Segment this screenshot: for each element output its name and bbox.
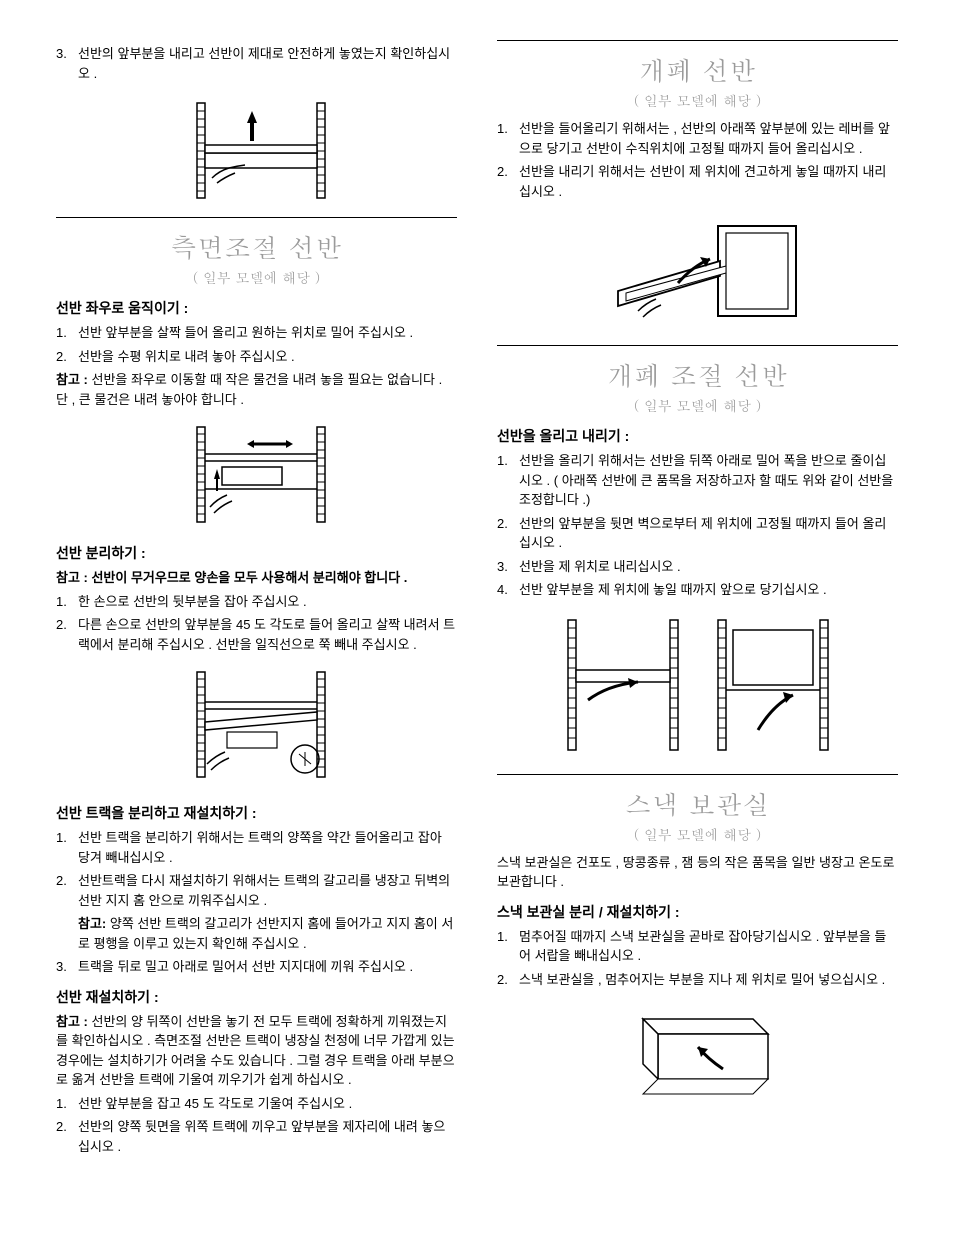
section-title: 측면조절 선반 [56, 228, 457, 267]
list-item: 선반의 양쪽 뒷면을 위쪽 트랙에 끼우고 앞부분을 제자리에 내려 놓으십시오… [56, 1117, 457, 1156]
list-item: 선반을 내리기 위해서는 선반이 제 위치에 견고하게 놓일 때까지 내리십시오… [497, 162, 898, 201]
figure-snack-drawer [497, 999, 898, 1109]
note-paragraph: 참고 : 선반을 좌우로 이동할 때 작은 물건을 내려 놓을 필요는 없습니다… [56, 370, 457, 409]
list-item: 선반을 제 위치로 내리십시오 . [497, 557, 898, 577]
list-item: 선반 앞부분을 제 위치에 놓일 때까지 앞으로 당기십시오 . [497, 580, 898, 600]
list-item: 멈추어질 때까지 스낵 보관실을 곧바로 잡아당기십시오 . 앞부분을 들어 서… [497, 927, 898, 966]
list-item: 선반을 들어올리기 위해서는 , 선반의 아래쪽 앞부분에 있는 레버를 앞으로… [497, 119, 898, 158]
divider [497, 774, 898, 775]
open-shelf-icon [578, 211, 818, 331]
adjust-shelf-icon [548, 610, 848, 760]
remove-note: 참고 : 선반이 무거우므로 양손을 모두 사용해서 분리해야 합니다 . [56, 568, 457, 588]
list-item: 선반 앞부분을 잡고 45 도 각도로 기울여 주십시오 . [56, 1094, 457, 1114]
heading-remove: 선반 분리하기 : [56, 543, 457, 564]
section-title: 스낵 보관실 [497, 785, 898, 824]
list-item: 선반 트랙을 분리하기 위해서는 트랙의 양쪽을 약간 들어올리고 잡아 당겨 … [56, 828, 457, 867]
figure-side-shelf [56, 419, 457, 529]
heading-move: 선반 좌우로 움직이기 : [56, 298, 457, 319]
heading-reinstall: 선반 재설치하기 : [56, 987, 457, 1008]
list-item: 한 손으로 선반의 뒷부분을 잡아 주십시오 . [56, 592, 457, 612]
section-title: 개폐 선반 [497, 51, 898, 90]
divider [497, 345, 898, 346]
side-shelf-icon [162, 419, 352, 529]
note-paragraph: 참고 : 선반의 양 뒤쪽이 선반을 놓기 전 모두 트랙에 정확하게 끼워졌는… [56, 1012, 457, 1090]
snack-drawer-icon [613, 999, 783, 1109]
section-subtitle: ( 일부 모델에 해당 ) [56, 267, 457, 288]
list-item: 선반 앞부분을 살짝 들어 올리고 원하는 위치로 밀어 주십시오 . [56, 323, 457, 343]
section-subtitle: ( 일부 모델에 해당 ) [497, 395, 898, 416]
remove-shelf-icon [157, 664, 357, 789]
list-item: 선반을 올리기 위해서는 선반을 뒤쪽 아래로 밀어 폭을 반으로 줄이십시오 … [497, 451, 898, 510]
list-item: 선반트랙을 다시 재설치하기 위해서는 트랙의 갈고리를 냉장고 뒤벽의 선반 … [56, 871, 457, 910]
figure-shelf-lower [56, 93, 457, 203]
right-column: 개폐 선반 ( 일부 모델에 해당 ) 선반을 들어올리기 위해서는 , 선반의… [497, 40, 898, 1160]
list-item: 스낵 보관실을 , 멈추어지는 부분을 지나 제 위치로 밀어 넣으십시오 . [497, 970, 898, 990]
shelf-lower-icon [167, 93, 347, 203]
list-item: 선반을 수평 위치로 내려 놓아 주십시오 . [56, 347, 457, 367]
snack-intro: 스낵 보관실은 건포도 , 땅콩종류 , 잼 등의 작은 품목을 일반 냉장고 … [497, 853, 898, 892]
list-item: 선반의 앞부분을 뒷면 벽으로부터 제 위치에 고정될 때까지 들어 올리십시오… [497, 514, 898, 553]
note-paragraph: 참고: 양쪽 선반 트랙의 갈고리가 선반지지 홈에 들어가고 지지 홈이 서로… [56, 914, 457, 953]
divider [497, 40, 898, 41]
section-title: 개폐 조절 선반 [497, 356, 898, 395]
step-text: 선반의 앞부분을 내리고 선반이 제대로 안전하게 놓였는지 확인하십시오 . [78, 46, 450, 81]
heading-track: 선반 트랙을 분리하고 재설치하기 : [56, 803, 457, 824]
left-column: 선반의 앞부분을 내리고 선반이 제대로 안전하게 놓였는지 확인하십시오 . … [56, 40, 457, 1160]
list-item: 트랙을 뒤로 밀고 아래로 밀어서 선반 지지대에 끼워 주십시오 . [56, 957, 457, 977]
section-subtitle: ( 일부 모델에 해당 ) [497, 824, 898, 845]
figure-adjust-shelf [497, 610, 898, 760]
heading-snack: 스낵 보관실 분리 / 재설치하기 : [497, 902, 898, 923]
figure-open-shelf [497, 211, 898, 331]
figure-remove-shelf [56, 664, 457, 789]
list-item: 다른 손으로 선반의 앞부분을 45 도 각도로 들어 올리고 살짝 내려서 트… [56, 615, 457, 654]
section-subtitle: ( 일부 모델에 해당 ) [497, 90, 898, 111]
divider [56, 217, 457, 218]
heading-updown: 선반을 올리고 내리기 : [497, 426, 898, 447]
list-item: 선반의 앞부분을 내리고 선반이 제대로 안전하게 놓였는지 확인하십시오 . [56, 44, 457, 83]
